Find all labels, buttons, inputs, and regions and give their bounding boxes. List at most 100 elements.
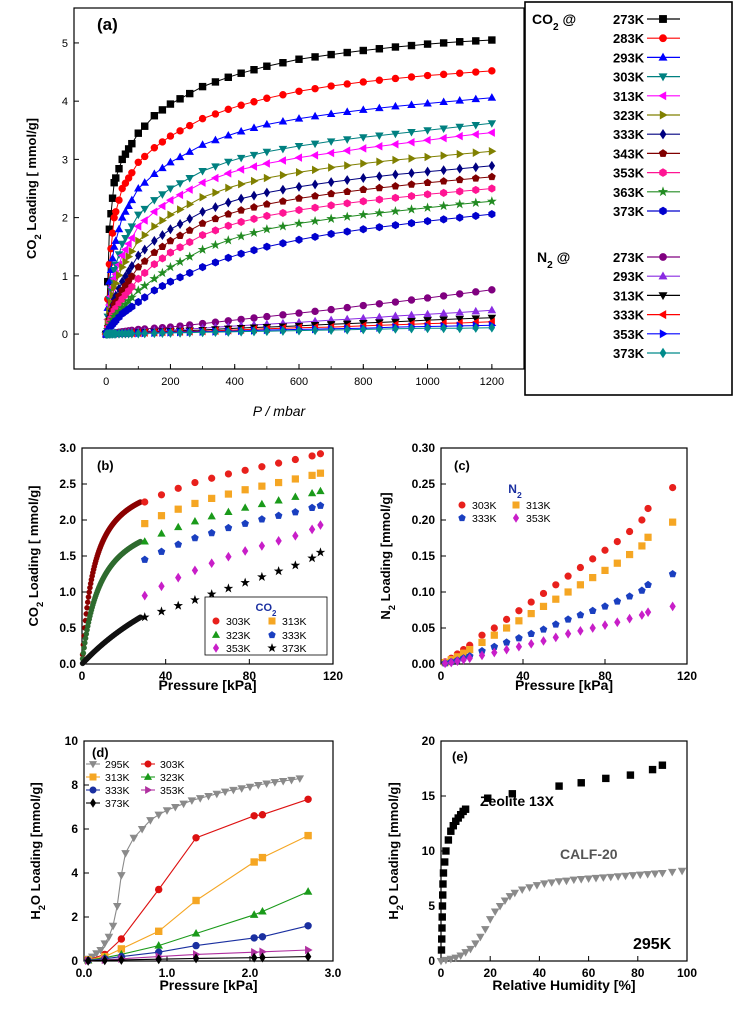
legend-marker [145,785,153,795]
data-point [294,114,304,122]
data-point [263,94,271,102]
data-point [258,463,266,471]
data-point [290,560,301,570]
x-tick-label: 800 [354,376,372,388]
y-tick-label: 0 [71,954,78,968]
legend-marker [268,617,276,625]
fit-373K [79,614,144,667]
data-point [500,897,510,906]
data-point [241,486,249,494]
data-point [423,135,431,145]
data-point [407,100,416,108]
data-point [154,811,163,820]
data-point [423,40,432,48]
data-point [96,946,105,955]
data-point [488,184,496,193]
data-point [167,224,174,235]
data-point [108,253,117,262]
data-point [359,46,367,55]
data-point [455,96,464,104]
y-tick-label: 8 [71,778,78,792]
data-point [359,301,367,310]
data-point [376,324,383,335]
data-point [150,197,159,205]
data-point [128,282,136,291]
legend-c: N2 303K 313K 333K 353K [458,482,551,525]
data-point [391,311,400,320]
data-point [185,174,194,183]
data-point [154,941,163,949]
data-point [343,48,351,57]
data-point [304,951,312,962]
data-point [250,214,258,223]
legend-label: 373K [282,643,307,655]
data-point [308,503,316,511]
data-point [127,195,137,204]
data-point [392,169,399,180]
data-point [250,66,258,74]
legend-label: 343K [613,146,645,161]
x-tick-label: 1.0 [159,966,176,980]
data-point [258,933,267,941]
data-point [118,184,126,193]
fit-323K [79,538,144,662]
data-point [644,504,652,513]
data-point [295,181,303,192]
data-point [407,129,416,137]
data-point [408,154,417,163]
data-point [249,910,259,918]
y-tick-label: 3.0 [59,441,76,455]
data-point [174,540,183,548]
y-tick-label: 4 [71,866,78,880]
x-axis-label: Relative Humidity [%] [492,977,635,993]
y-tick-label: 10 [422,844,436,858]
data-point [208,494,216,503]
data-point [279,91,287,99]
annotation-temperature: 295K [633,936,672,953]
data-point [250,176,259,186]
data-point [311,53,319,61]
data-point [212,188,220,197]
data-point [128,247,137,256]
data-point [198,82,207,91]
data-point [376,157,384,166]
data-point [392,155,400,165]
data-point [488,146,497,156]
data-point [564,628,572,639]
data-point [158,106,167,114]
data-point [669,601,676,612]
data-point [471,130,479,139]
legend-label: 313K [282,616,307,628]
data-point [198,219,207,227]
data-point [150,248,159,256]
data-point [117,240,127,249]
data-point [327,229,335,239]
data-point [456,149,465,159]
x-tick-label: 0.0 [76,966,93,980]
legend-a: CO2 @ N2 @ 273K 283K 293K 303K 313K 323K 333K 343… [524,1,733,396]
data-point [207,528,216,537]
data-point [250,98,258,106]
data-point [124,239,132,249]
data-point [124,229,133,237]
data-point [327,177,335,188]
data-point [158,191,167,199]
legend-label: 373K [613,346,645,361]
data-point [115,271,124,280]
data-point [439,125,448,134]
data-point [126,292,137,302]
y-tick-label: 2 [62,213,68,225]
legend-marker [212,643,220,653]
data-point [139,612,150,622]
data-point [155,954,162,965]
series-353K [441,601,676,669]
data-point [527,598,535,606]
data-point [108,922,118,931]
data-point [140,257,149,265]
legend-label: 273K [613,250,645,265]
data-point [176,95,184,103]
y-tick-label: 0.25 [412,477,436,491]
data-point [439,133,447,143]
data-point [175,256,185,267]
series-CO2-333K [102,160,496,340]
